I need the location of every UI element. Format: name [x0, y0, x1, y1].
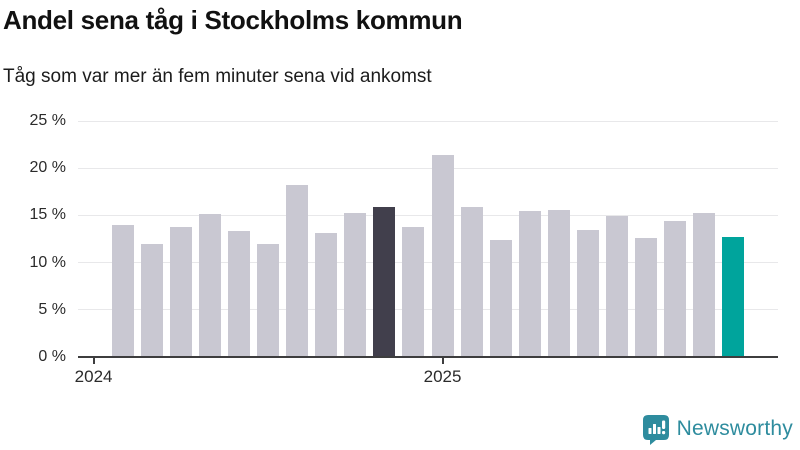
bar	[402, 226, 425, 357]
bar	[635, 238, 658, 357]
bar	[198, 213, 221, 357]
bar	[169, 226, 192, 357]
bar	[257, 243, 280, 357]
bar	[431, 154, 454, 357]
bar	[576, 229, 599, 357]
bar	[460, 206, 483, 357]
y-axis-tick-label: 0 %	[38, 348, 66, 365]
bar	[315, 233, 338, 357]
bar	[606, 216, 629, 357]
bar-highlight-accent	[722, 237, 745, 357]
x-axis-tick-label: 2024	[74, 367, 113, 386]
bar	[140, 243, 163, 357]
newsworthy-logo-text: Newsworthy	[676, 417, 793, 440]
y-axis-tick-label: 10 %	[29, 253, 66, 271]
chart-title: Andel sena tåg i Stockholms kommun	[3, 5, 463, 35]
x-axis-line	[78, 356, 778, 358]
newsworthy-logo-icon	[642, 414, 670, 445]
y-axis-tick-label: 15 %	[29, 206, 66, 224]
bar	[664, 221, 687, 357]
bar	[518, 210, 541, 357]
gridline	[78, 120, 778, 122]
gridline	[78, 167, 778, 169]
bar	[344, 212, 367, 357]
gridline	[78, 309, 778, 311]
chart-subtitle: Tåg som var mer än fem minuter sena vid …	[3, 66, 432, 87]
bar	[693, 212, 716, 357]
bar	[489, 239, 512, 357]
y-axis-tick-label: 25 %	[29, 112, 66, 129]
x-axis-tick-label: 2025	[423, 367, 462, 386]
bar	[547, 209, 570, 357]
bar	[228, 230, 250, 357]
gridline	[78, 214, 778, 216]
bar-highlight-dark	[373, 206, 396, 357]
gridline	[78, 262, 778, 264]
newsworthy-logo[interactable]: Newsworthy	[642, 413, 793, 445]
y-axis-tick-label: 5 %	[38, 300, 66, 318]
y-axis-tick-label: 20 %	[29, 159, 66, 177]
bar	[111, 224, 134, 357]
x-axis-tick-mark	[92, 358, 95, 364]
bar	[286, 185, 309, 357]
plot-area	[78, 120, 778, 357]
x-axis-tick-mark	[441, 358, 444, 364]
